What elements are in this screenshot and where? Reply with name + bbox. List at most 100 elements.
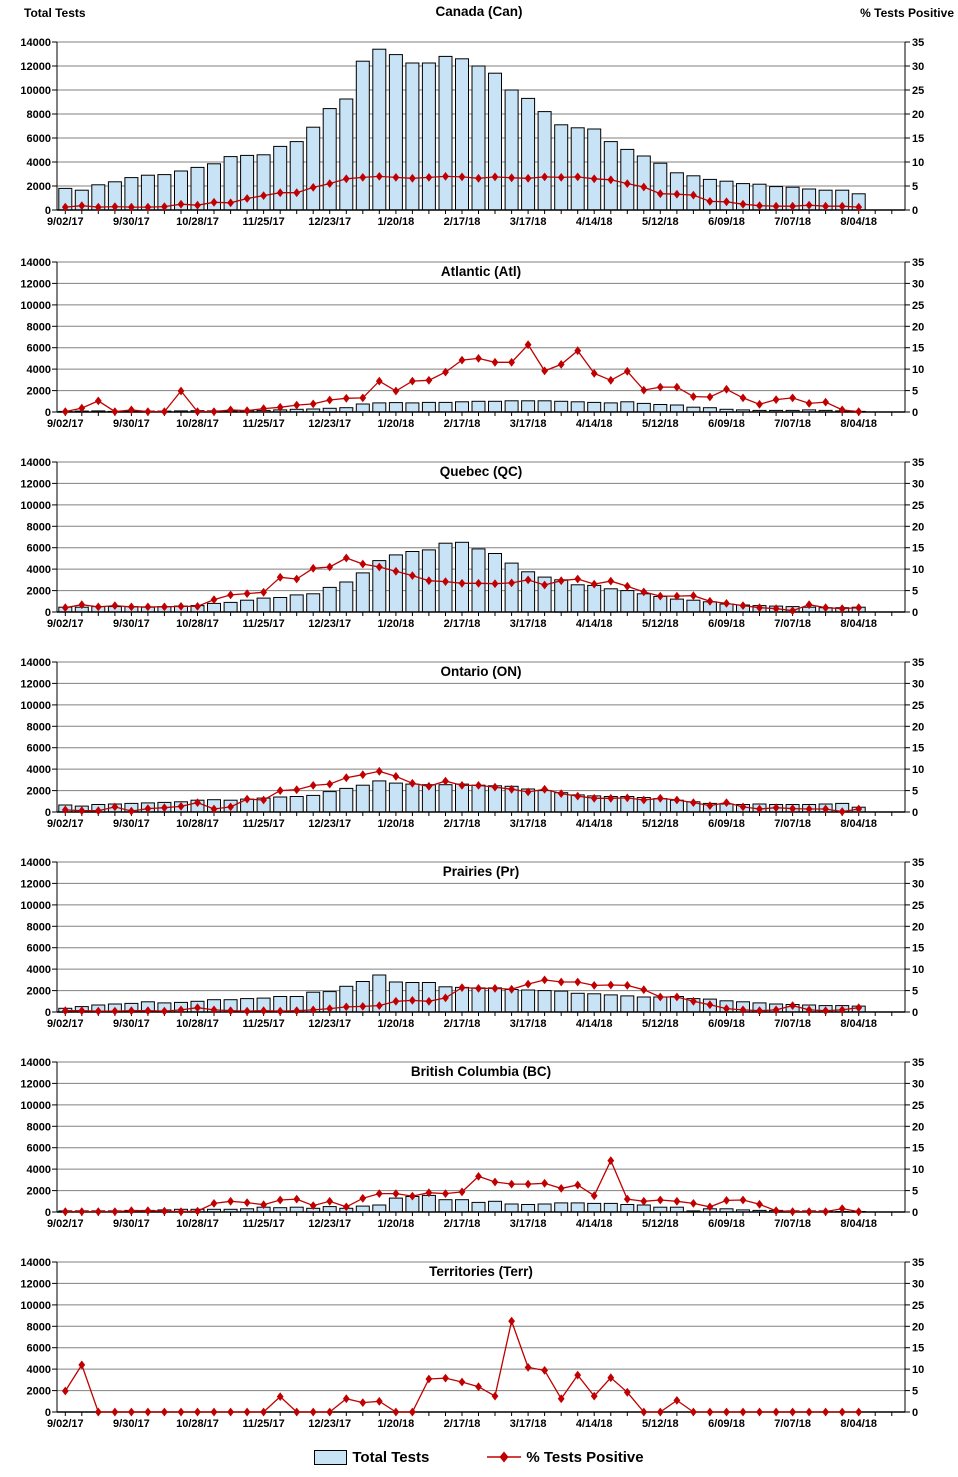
svg-text:12/23/17: 12/23/17 [308, 216, 351, 228]
axis-header-row: Total Tests Canada (Can) % Tests Positiv… [0, 0, 958, 24]
svg-text:7/07/18: 7/07/18 [774, 618, 811, 630]
svg-text:30: 30 [912, 478, 924, 490]
svg-text:2/17/18: 2/17/18 [444, 1218, 481, 1230]
svg-text:25: 25 [912, 1300, 924, 1312]
svg-text:5/12/18: 5/12/18 [642, 216, 679, 228]
svg-text:4000: 4000 [27, 1364, 51, 1376]
svg-text:4000: 4000 [27, 1164, 51, 1176]
legend: Total Tests % Tests Positive [0, 1442, 958, 1472]
svg-text:10/28/17: 10/28/17 [176, 1418, 219, 1430]
svg-text:10000: 10000 [20, 1300, 51, 1312]
svg-text:0: 0 [45, 1407, 51, 1419]
chart-canada-title: Canada (Can) [435, 4, 523, 19]
x-axis-ticks [64, 612, 893, 616]
svg-text:14000: 14000 [20, 857, 51, 869]
svg-text:12000: 12000 [20, 678, 51, 690]
svg-text:30: 30 [912, 678, 924, 690]
svg-text:8000: 8000 [27, 721, 51, 733]
right-axis-title: % Tests Positive [860, 6, 954, 20]
svg-text:6/09/18: 6/09/18 [708, 818, 745, 830]
svg-text:8/04/18: 8/04/18 [840, 1218, 877, 1230]
svg-text:4/14/18: 4/14/18 [576, 216, 613, 228]
svg-text:10/28/17: 10/28/17 [176, 216, 219, 228]
svg-text:5: 5 [912, 181, 918, 193]
svg-text:30: 30 [912, 61, 924, 73]
svg-text:8/04/18: 8/04/18 [840, 216, 877, 228]
svg-text:9/02/17: 9/02/17 [47, 1018, 84, 1030]
svg-text:5/12/18: 5/12/18 [642, 1418, 679, 1430]
svg-text:5/12/18: 5/12/18 [642, 818, 679, 830]
svg-text:10000: 10000 [20, 500, 51, 512]
svg-text:8/04/18: 8/04/18 [840, 418, 877, 430]
svg-text:9/30/17: 9/30/17 [113, 818, 150, 830]
svg-text:25: 25 [912, 300, 924, 312]
y-axis-labels: 0 2000 4000 6000 8000 10000 12000 14000 0 5 10 15 20… [20, 37, 924, 217]
x-axis-labels: 9/02/17 9/30/17 10/28/17 11/25/17 12/23/17 1/… [47, 1218, 877, 1230]
x-axis-labels: 9/02/17 9/30/17 10/28/17 11/25/17 12/23/17 1/… [47, 618, 877, 630]
svg-text:2/17/18: 2/17/18 [444, 818, 481, 830]
svg-text:15: 15 [912, 133, 924, 145]
pct-positive-markers [61, 1316, 863, 1417]
svg-text:8000: 8000 [27, 921, 51, 933]
svg-text:6000: 6000 [27, 343, 51, 355]
svg-text:9/30/17: 9/30/17 [113, 1418, 150, 1430]
pct-positive-markers [61, 553, 863, 616]
svg-text:9/30/17: 9/30/17 [113, 418, 150, 430]
svg-text:12000: 12000 [20, 1278, 51, 1290]
svg-text:3/17/18: 3/17/18 [510, 418, 547, 430]
svg-text:11/25/17: 11/25/17 [242, 216, 284, 228]
svg-text:7/07/18: 7/07/18 [774, 1018, 811, 1030]
gridlines [57, 861, 905, 992]
svg-text:0: 0 [912, 1207, 918, 1219]
legend-item-pct-positive: % Tests Positive [487, 1449, 644, 1466]
svg-text:10000: 10000 [20, 700, 51, 712]
svg-text:3/17/18: 3/17/18 [510, 618, 547, 630]
svg-text:35: 35 [912, 857, 924, 869]
svg-text:0: 0 [912, 1407, 918, 1419]
svg-text:9/30/17: 9/30/17 [113, 1018, 150, 1030]
pct-positive-marker-icon [487, 1450, 522, 1464]
chart-british-columbia: 0 2000 4000 6000 8000 10000 12000 14000 0 5 10 15 20… [20, 1057, 924, 1230]
svg-text:35: 35 [912, 457, 924, 469]
svg-text:0: 0 [45, 807, 51, 819]
total-tests-bars [58, 974, 866, 1013]
svg-text:4/14/18: 4/14/18 [576, 1218, 613, 1230]
svg-text:35: 35 [912, 657, 924, 669]
svg-text:5: 5 [912, 586, 918, 598]
svg-text:8/04/18: 8/04/18 [840, 1418, 877, 1430]
gridlines [57, 261, 905, 392]
svg-text:15: 15 [912, 343, 924, 355]
svg-text:12000: 12000 [20, 1078, 51, 1090]
svg-text:2000: 2000 [27, 1386, 51, 1398]
svg-text:2000: 2000 [27, 1186, 51, 1198]
svg-text:15: 15 [912, 743, 924, 755]
svg-text:5: 5 [912, 986, 918, 998]
legend-total-tests-label: Total Tests [352, 1448, 430, 1466]
svg-text:12000: 12000 [20, 478, 51, 490]
svg-text:10: 10 [912, 1164, 924, 1176]
svg-text:9/02/17: 9/02/17 [47, 1218, 84, 1230]
x-axis-ticks [64, 812, 893, 816]
x-axis-labels: 9/02/17 9/30/17 10/28/17 11/25/17 12/23/17 1/… [47, 818, 877, 830]
x-axis-labels: 9/02/17 9/30/17 10/28/17 11/25/17 12/23/17 1/… [47, 418, 877, 430]
svg-text:6000: 6000 [27, 1343, 51, 1355]
legend-item-total-tests: Total Tests [314, 1449, 429, 1466]
svg-text:6000: 6000 [27, 1143, 51, 1155]
svg-text:10: 10 [912, 157, 924, 169]
svg-text:7/07/18: 7/07/18 [774, 418, 811, 430]
svg-text:5: 5 [912, 786, 918, 798]
svg-text:12/23/17: 12/23/17 [308, 1418, 351, 1430]
total-tests-bars [58, 541, 866, 613]
svg-text:4000: 4000 [27, 157, 51, 169]
svg-text:14000: 14000 [20, 457, 51, 469]
svg-text:7/07/18: 7/07/18 [774, 216, 811, 228]
svg-text:6000: 6000 [27, 543, 51, 555]
svg-text:4000: 4000 [27, 364, 51, 376]
svg-text:2/17/18: 2/17/18 [444, 1418, 481, 1430]
svg-text:3/17/18: 3/17/18 [510, 1218, 547, 1230]
svg-text:12/23/17: 12/23/17 [308, 418, 351, 430]
total-tests-bars [58, 400, 866, 413]
chart-atlantic: 0 2000 4000 6000 8000 10000 12000 14000 0 5 10 15 20… [20, 257, 924, 430]
svg-text:2000: 2000 [27, 181, 51, 193]
svg-text:10000: 10000 [20, 300, 51, 312]
